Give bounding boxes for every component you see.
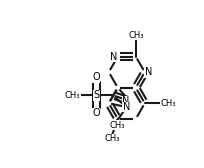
Text: CH₃: CH₃: [128, 31, 144, 40]
Text: CH₃: CH₃: [105, 134, 120, 143]
Text: N: N: [123, 102, 130, 112]
Text: CH₃: CH₃: [65, 91, 80, 100]
Text: N: N: [122, 96, 130, 106]
Text: N: N: [110, 52, 118, 61]
Text: CH₃: CH₃: [160, 99, 176, 108]
Text: N: N: [145, 67, 152, 77]
Text: S: S: [93, 90, 99, 100]
Text: O: O: [92, 72, 100, 82]
Text: O: O: [92, 108, 100, 118]
Text: CH₃: CH₃: [110, 120, 125, 130]
